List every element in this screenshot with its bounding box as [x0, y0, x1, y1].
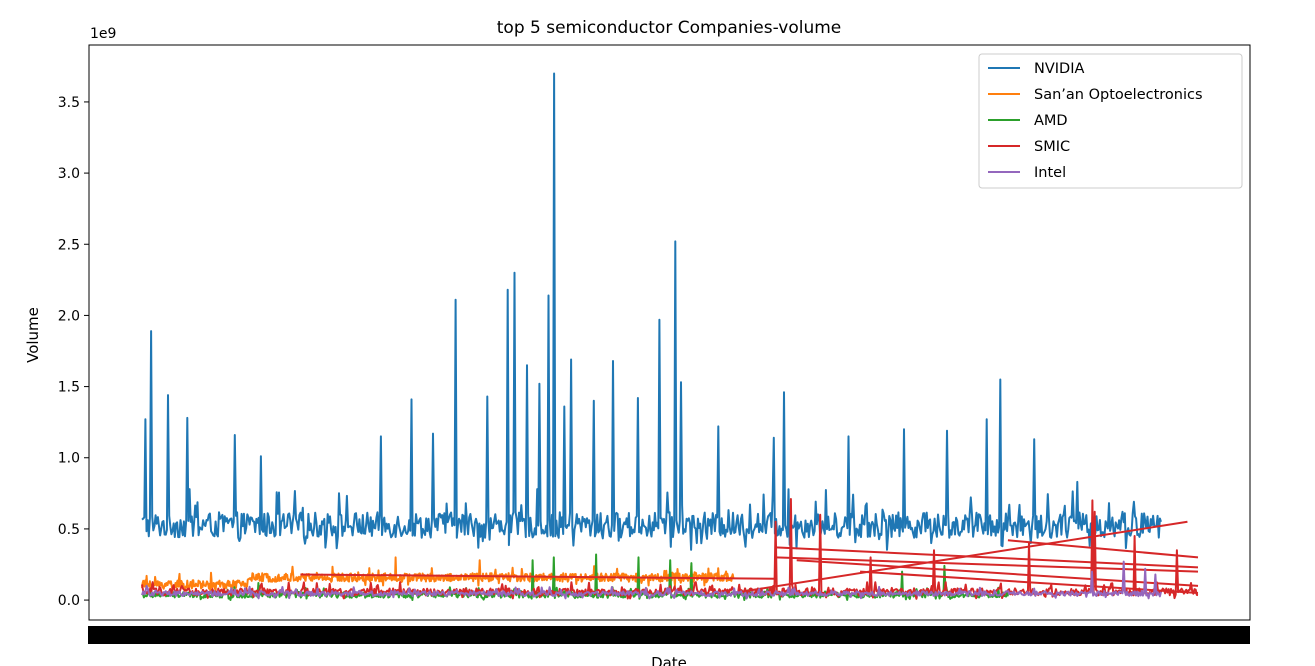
y-tick-label: 3.0 — [58, 166, 80, 182]
series-segment-smic — [300, 573, 776, 580]
plot-frame — [88, 44, 1251, 621]
y-tick-label: 2.5 — [58, 237, 80, 253]
series-segment-smic — [860, 570, 1199, 594]
series-layer — [141, 72, 1199, 601]
legend-label: AMD — [1034, 113, 1068, 129]
y-tick-label: 1.0 — [58, 451, 80, 467]
series-segment-smic — [775, 556, 1199, 573]
series-line-intel — [141, 560, 1162, 600]
series-line-nvidia — [141, 72, 1162, 551]
y-tick-label: 3.5 — [58, 95, 80, 111]
y-axis-offset-text: 1e9 — [90, 26, 116, 42]
series-line-amd — [141, 553, 1009, 601]
series-segment-smic — [733, 520, 1188, 594]
x-axis-tick-labels — [88, 626, 1250, 644]
legend-label: NVIDIA — [1034, 61, 1084, 77]
chart-title: top 5 semiconductor Companies-volume — [497, 18, 841, 38]
y-tick-label: 0.0 — [58, 593, 80, 609]
legend-label: San’an Optoelectronics — [1034, 87, 1203, 103]
legend: NVIDIA San’an Optoelectronics AMD SMIC Intel — [978, 53, 1243, 189]
legend-label: Intel — [1034, 165, 1066, 181]
series-segment-smic — [1007, 539, 1199, 559]
y-axis-label: Volume — [24, 307, 42, 363]
y-tick-label: 0.5 — [58, 522, 80, 538]
x-axis-label: Date — [651, 654, 687, 666]
y-tick-label: 2.0 — [58, 308, 80, 324]
y-axis-ticks: 0.0 0.5 1.0 1.5 2.0 2.5 3.0 3.5 — [58, 95, 89, 609]
y-tick-label: 1.5 — [58, 380, 80, 396]
series-segment-smic — [796, 559, 1199, 587]
legend-label: SMIC — [1034, 139, 1070, 155]
series-segment-smic — [775, 546, 1199, 569]
